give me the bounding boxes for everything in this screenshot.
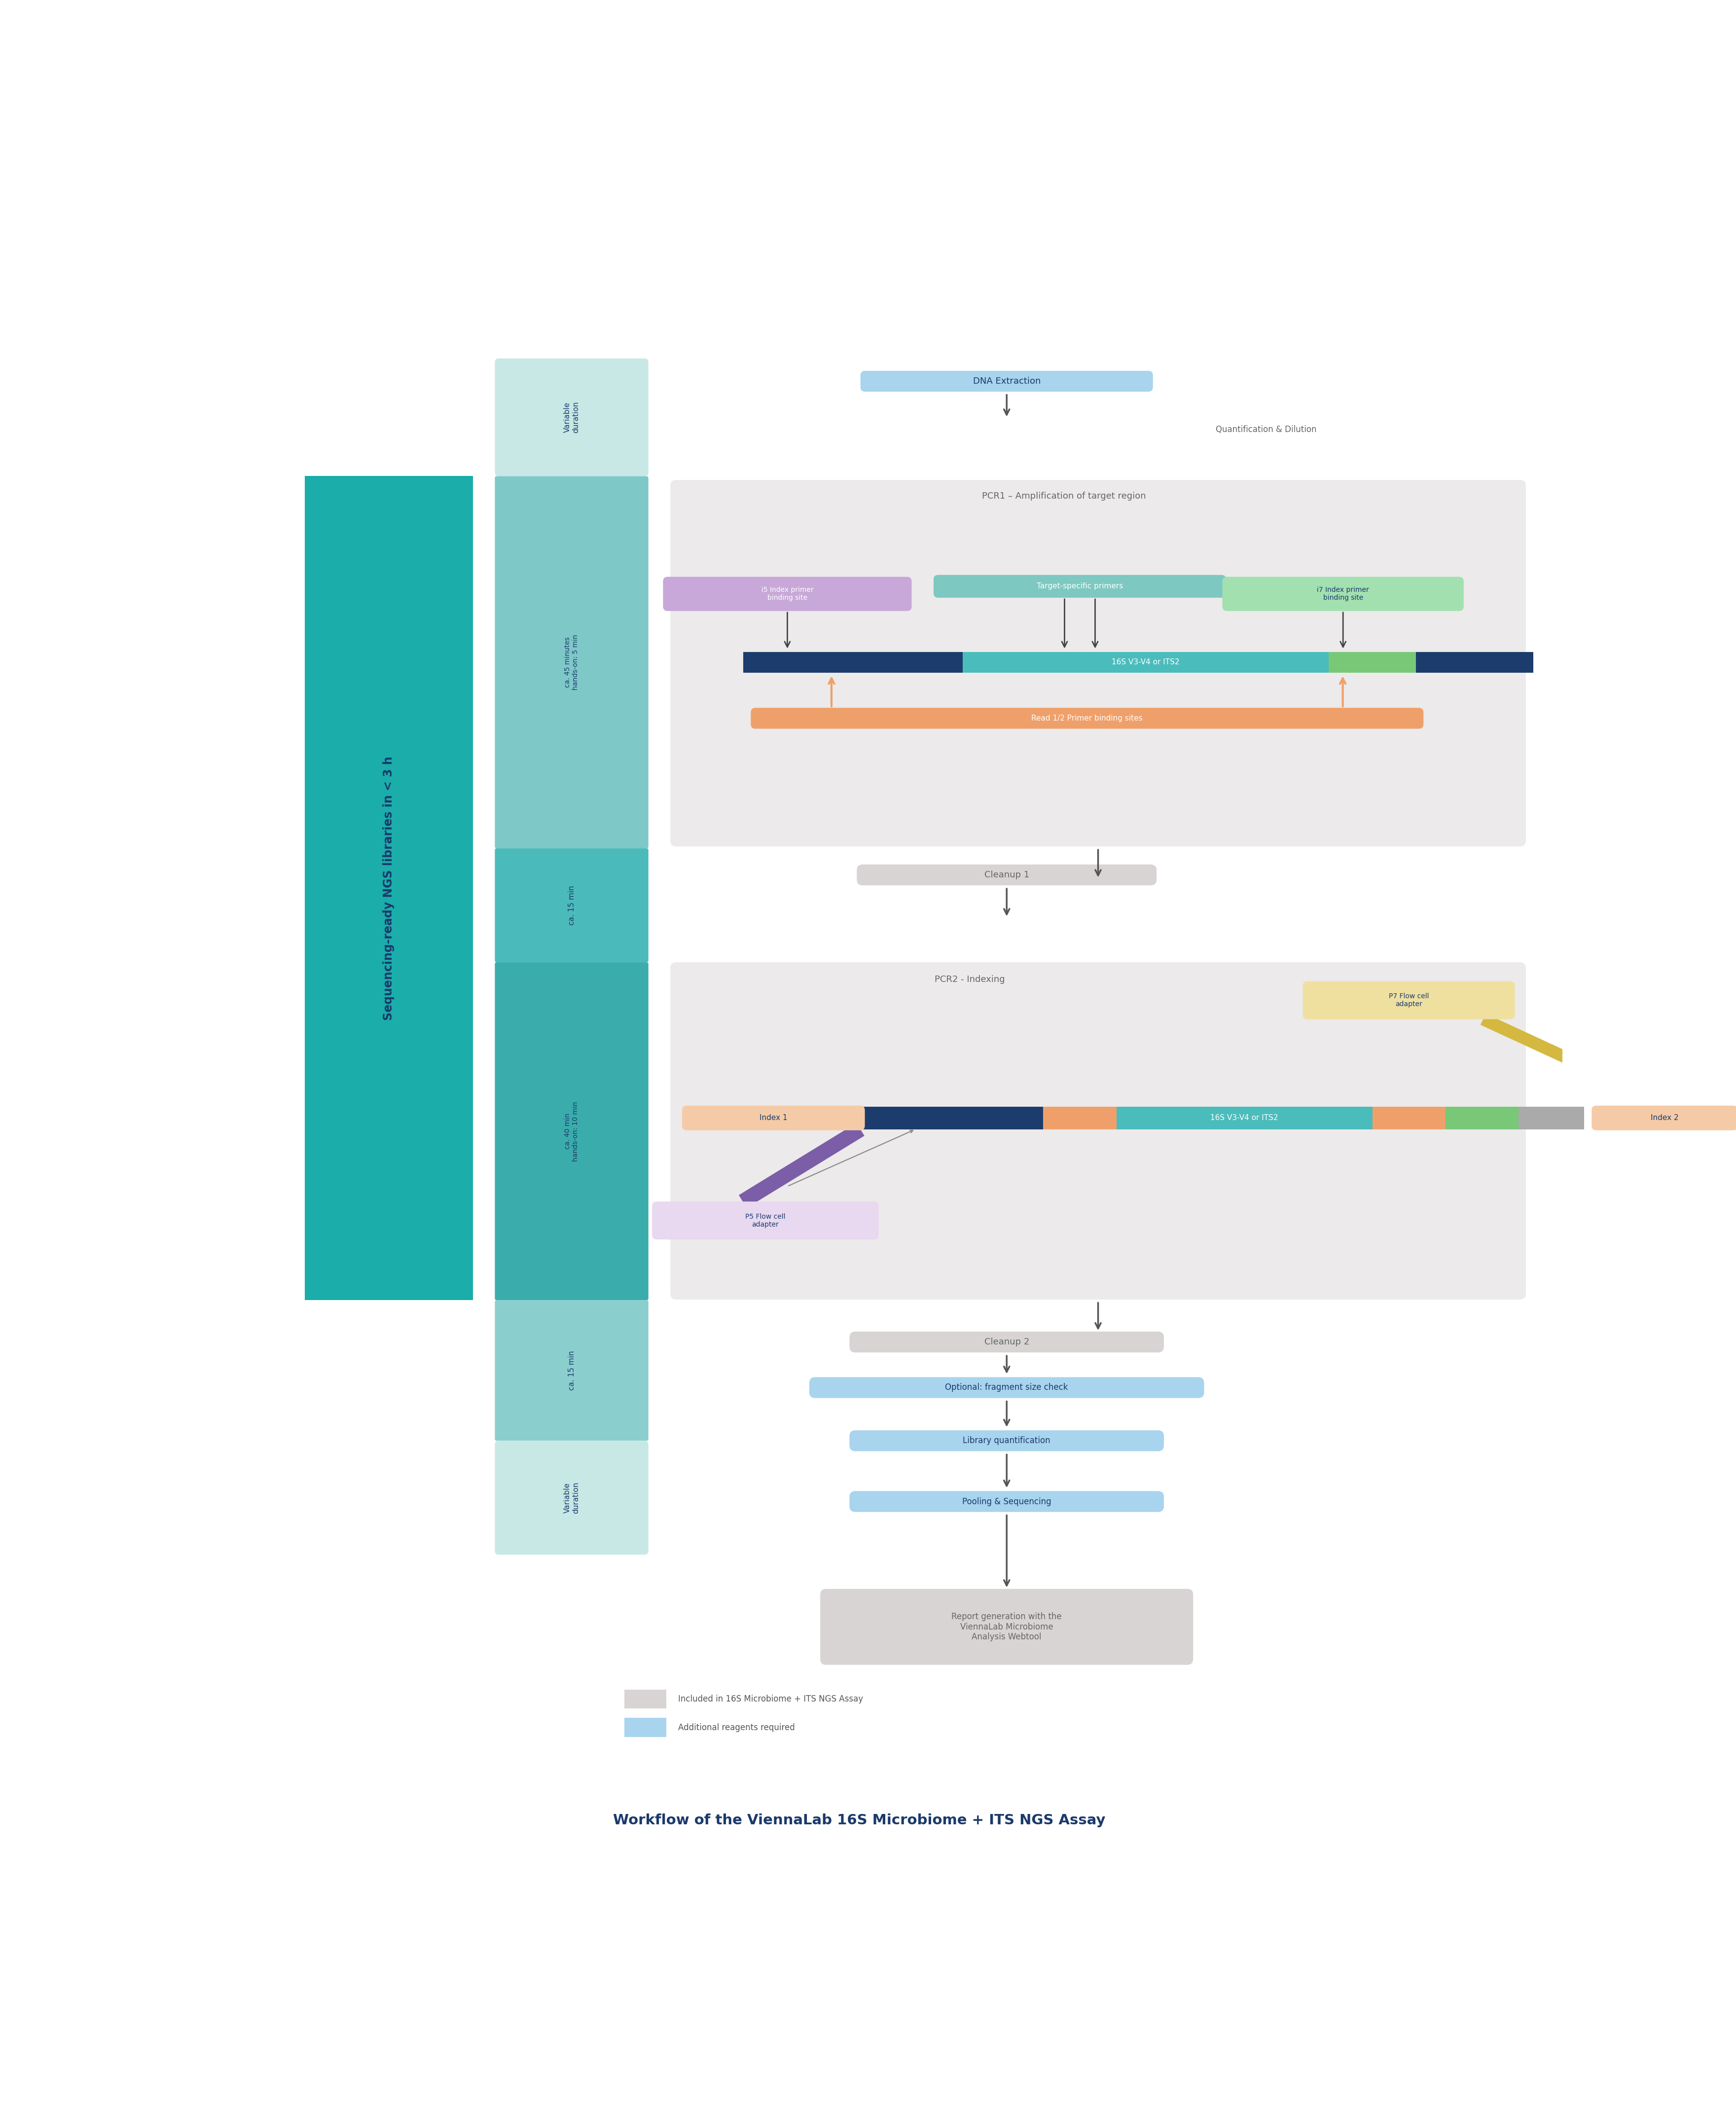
Bar: [1519, 1107, 1585, 1130]
FancyBboxPatch shape: [653, 1202, 878, 1240]
FancyBboxPatch shape: [934, 576, 1226, 597]
Bar: [861, 1107, 1043, 1130]
FancyBboxPatch shape: [663, 578, 911, 611]
Text: Included in 16S Microbiome + ITS NGS Assay: Included in 16S Microbiome + ITS NGS Ass…: [679, 1696, 863, 1704]
FancyBboxPatch shape: [849, 1332, 1163, 1353]
Text: DNA Extraction: DNA Extraction: [972, 376, 1040, 387]
FancyBboxPatch shape: [670, 479, 1526, 847]
FancyBboxPatch shape: [495, 477, 649, 849]
Bar: [1116, 1107, 1371, 1130]
Bar: [1371, 1107, 1446, 1130]
Text: Index 1: Index 1: [759, 1114, 788, 1122]
FancyBboxPatch shape: [861, 370, 1153, 391]
Text: PCR1 – Amplification of target region: PCR1 – Amplification of target region: [983, 492, 1146, 500]
FancyBboxPatch shape: [495, 1301, 649, 1441]
Text: Variable
duration: Variable duration: [564, 1481, 580, 1513]
Text: ca. 15 min: ca. 15 min: [568, 1351, 575, 1391]
Text: Variable
duration: Variable duration: [564, 401, 580, 433]
Text: ca. 40 min
hands-on: 10 min: ca. 40 min hands-on: 10 min: [564, 1101, 580, 1162]
FancyBboxPatch shape: [1222, 578, 1463, 611]
FancyBboxPatch shape: [809, 1376, 1205, 1397]
FancyBboxPatch shape: [670, 962, 1526, 1301]
Text: P7 Flow cell
adapter: P7 Flow cell adapter: [1389, 994, 1429, 1008]
FancyBboxPatch shape: [849, 1431, 1163, 1452]
FancyBboxPatch shape: [858, 864, 1156, 885]
Text: P5 Flow cell
adapter: P5 Flow cell adapter: [745, 1212, 785, 1227]
Text: Cleanup 2: Cleanup 2: [984, 1338, 1029, 1347]
FancyBboxPatch shape: [495, 1441, 649, 1555]
Text: Optional: fragment size check: Optional: fragment size check: [944, 1382, 1068, 1393]
Text: PCR2 - Indexing: PCR2 - Indexing: [934, 975, 1005, 983]
Text: Library quantification: Library quantification: [963, 1437, 1050, 1445]
FancyBboxPatch shape: [682, 1105, 865, 1130]
FancyBboxPatch shape: [1302, 981, 1516, 1019]
Bar: [1043, 1107, 1116, 1130]
Text: Target-specific primers: Target-specific primers: [1036, 582, 1123, 590]
Text: Workflow of the ViennaLab 16S Microbiome + ITS NGS Assay: Workflow of the ViennaLab 16S Microbiome…: [613, 1813, 1106, 1828]
Bar: [743, 651, 970, 672]
FancyBboxPatch shape: [849, 1492, 1163, 1513]
Text: 16S V3-V4 or ITS2: 16S V3-V4 or ITS2: [1111, 658, 1179, 666]
Bar: [963, 651, 1328, 672]
Text: i7 Index primer
binding site: i7 Index primer binding site: [1318, 586, 1370, 601]
Text: Cleanup 1: Cleanup 1: [984, 870, 1029, 880]
Text: i5 Index primer
binding site: i5 Index primer binding site: [762, 586, 814, 601]
Text: Report generation with the
ViennaLab Microbiome
Analysis Webtool: Report generation with the ViennaLab Mic…: [951, 1611, 1062, 1641]
Bar: [1417, 651, 1533, 672]
Bar: [1328, 651, 1417, 672]
FancyBboxPatch shape: [495, 962, 649, 1301]
FancyBboxPatch shape: [495, 359, 649, 477]
FancyBboxPatch shape: [819, 1588, 1193, 1664]
FancyBboxPatch shape: [750, 708, 1424, 729]
Text: 16S V3-V4 or ITS2: 16S V3-V4 or ITS2: [1210, 1114, 1278, 1122]
Text: Sequencing-ready NGS libraries in < 3 h: Sequencing-ready NGS libraries in < 3 h: [384, 756, 394, 1021]
Bar: [625, 1689, 667, 1708]
Text: Additional reagents required: Additional reagents required: [679, 1723, 795, 1731]
Text: Quantification & Dilution: Quantification & Dilution: [1215, 424, 1316, 435]
FancyBboxPatch shape: [1592, 1105, 1736, 1130]
Text: ca. 15 min: ca. 15 min: [568, 885, 575, 924]
Text: Index 2: Index 2: [1651, 1114, 1679, 1122]
Text: Read 1/2 Primer binding sites: Read 1/2 Primer binding sites: [1031, 714, 1142, 723]
Text: ca. 45 minutes
hands-on: 5 min: ca. 45 minutes hands-on: 5 min: [564, 635, 580, 689]
FancyBboxPatch shape: [495, 849, 649, 962]
Bar: [306, 477, 472, 1301]
Bar: [1446, 1107, 1519, 1130]
Bar: [625, 1719, 667, 1738]
Text: Pooling & Sequencing: Pooling & Sequencing: [962, 1498, 1052, 1506]
